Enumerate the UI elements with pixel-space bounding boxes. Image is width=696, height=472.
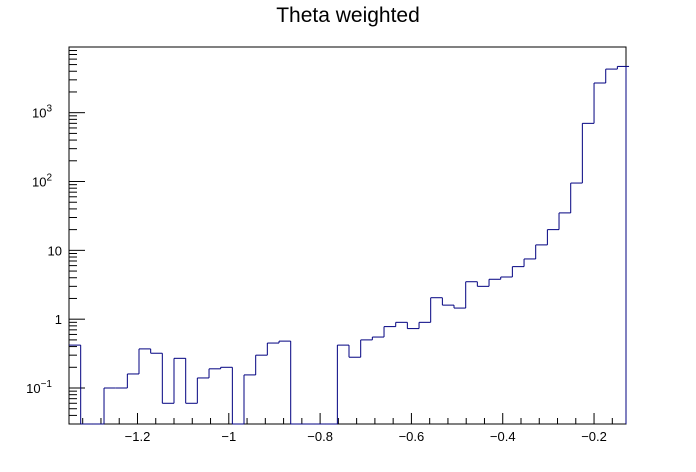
y-tick-label: 1 — [55, 312, 62, 327]
y-tick-base: 10 — [32, 106, 46, 121]
x-tick-label: −0.8 — [307, 429, 333, 444]
y-tick-label: 102 — [32, 173, 52, 190]
x-tick-label: −1.2 — [125, 429, 151, 444]
y-tick-label: 10−1 — [26, 379, 52, 396]
y-tick-base: 10 — [26, 381, 40, 396]
histogram-layer — [69, 65, 630, 425]
y-tick-exponent: −1 — [41, 379, 53, 390]
y-tick-base: 1 — [55, 312, 62, 327]
x-tick-label: −1 — [221, 429, 236, 444]
y-tick-label: 10 — [48, 243, 62, 258]
y-tick-base: 10 — [32, 175, 46, 190]
chart-title: Theta weighted — [276, 4, 420, 27]
x-tick-label: −0.6 — [399, 429, 425, 444]
y-tick-exponent: 3 — [46, 104, 52, 115]
x-tick-label: −0.4 — [490, 429, 516, 444]
y-tick-base: 10 — [48, 243, 62, 258]
y-tick-exponent: 2 — [46, 173, 52, 184]
x-axis: −1.2 −1 −0.8 −0.6 −0.4 −0.2 — [82, 413, 613, 444]
y-tick-label: 103 — [32, 104, 52, 121]
x-tick-label: −0.2 — [581, 429, 607, 444]
